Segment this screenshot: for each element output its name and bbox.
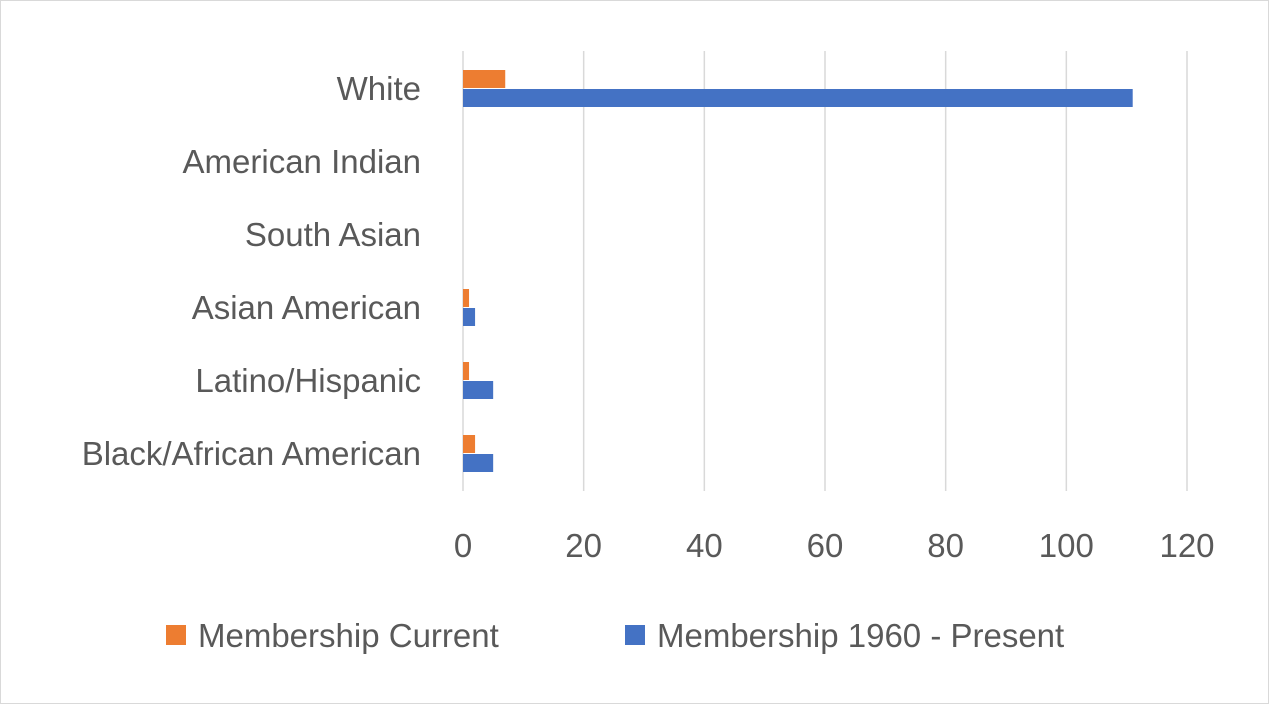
x-tick-label: 0 bbox=[454, 527, 472, 564]
gridlines bbox=[462, 51, 1188, 491]
bars bbox=[463, 70, 1133, 472]
legend-label: Membership 1960 - Present bbox=[657, 617, 1064, 654]
bar-membership-current bbox=[463, 435, 476, 453]
x-tick-label: 100 bbox=[1039, 527, 1094, 564]
category-labels: White American Indian South Asian Asian Ame… bbox=[82, 70, 421, 472]
legend-label: Membership Current bbox=[198, 617, 499, 654]
x-tick-label: 80 bbox=[927, 527, 964, 564]
bar-membership-1960-present bbox=[463, 454, 494, 472]
category-label: American Indian bbox=[183, 143, 421, 180]
legend: Membership Current Membership 1960 - Pres… bbox=[166, 617, 1064, 654]
x-tick-label: 120 bbox=[1159, 527, 1214, 564]
bar-membership-current bbox=[463, 70, 506, 88]
x-axis-tick-labels: 0 20 40 60 80 100 120 bbox=[454, 527, 1215, 564]
bar-membership-1960-present bbox=[463, 89, 1133, 107]
category-label: Latino/Hispanic bbox=[195, 362, 421, 399]
category-label: Black/African American bbox=[82, 435, 421, 472]
bar-membership-current bbox=[463, 362, 470, 380]
legend-swatch bbox=[625, 625, 645, 645]
bar-membership-1960-present bbox=[463, 381, 494, 399]
x-tick-label: 40 bbox=[686, 527, 723, 564]
category-label: South Asian bbox=[245, 216, 421, 253]
category-label: White bbox=[337, 70, 421, 107]
category-label: Asian American bbox=[192, 289, 421, 326]
bar-membership-1960-present bbox=[463, 308, 476, 326]
legend-swatch bbox=[166, 625, 186, 645]
x-tick-label: 20 bbox=[565, 527, 602, 564]
x-tick-label: 60 bbox=[807, 527, 844, 564]
bar-membership-current bbox=[463, 289, 470, 307]
